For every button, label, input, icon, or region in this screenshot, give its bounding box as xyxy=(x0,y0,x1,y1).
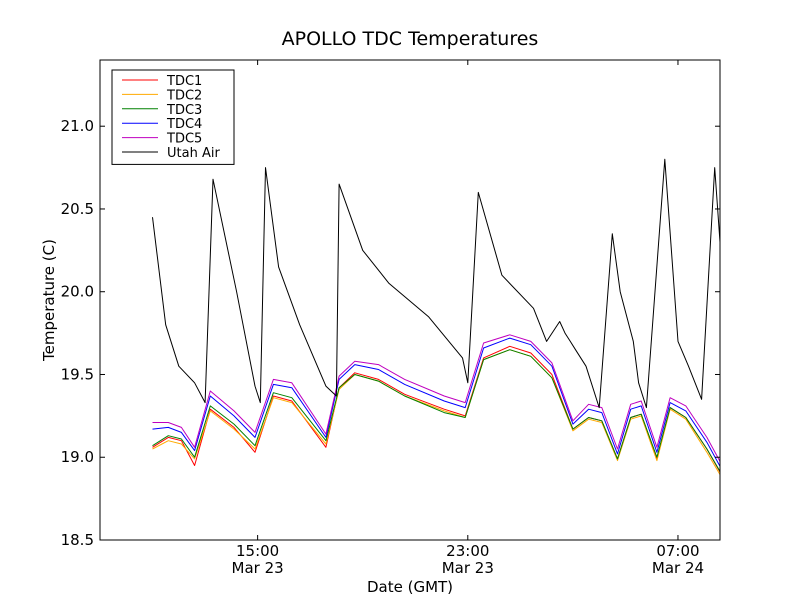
legend-label-tdc1: TDC1 xyxy=(166,74,202,89)
y-tick-label: 19.0 xyxy=(61,448,94,466)
y-axis-label: Temperature (C) xyxy=(40,239,58,362)
y-tick-label: 20.0 xyxy=(61,283,94,301)
x-axis-label: Date (GMT) xyxy=(367,578,453,596)
x-tick-label-date: Mar 24 xyxy=(652,559,704,577)
chart-title: APOLLO TDC Temperatures xyxy=(282,28,539,50)
legend-label-utah-air: Utah Air xyxy=(167,146,220,161)
y-tick-label: 21.0 xyxy=(61,117,94,135)
x-tick-label-time: 23:00 xyxy=(446,542,489,560)
y-tick-label: 20.5 xyxy=(61,200,94,218)
legend-label-tdc2: TDC2 xyxy=(166,88,202,103)
x-tick-label-date: Mar 23 xyxy=(442,559,494,577)
legend-label-tdc3: TDC3 xyxy=(166,103,202,118)
y-tick-label: 18.5 xyxy=(61,531,94,549)
x-tick-label-date: Mar 23 xyxy=(232,559,284,577)
y-tick-label: 19.5 xyxy=(61,365,94,383)
legend-label-tdc5: TDC5 xyxy=(166,132,202,147)
x-tick-label-time: 15:00 xyxy=(236,542,279,560)
legend-label-tdc4: TDC4 xyxy=(166,117,202,132)
x-tick-label-time: 07:00 xyxy=(656,542,699,560)
